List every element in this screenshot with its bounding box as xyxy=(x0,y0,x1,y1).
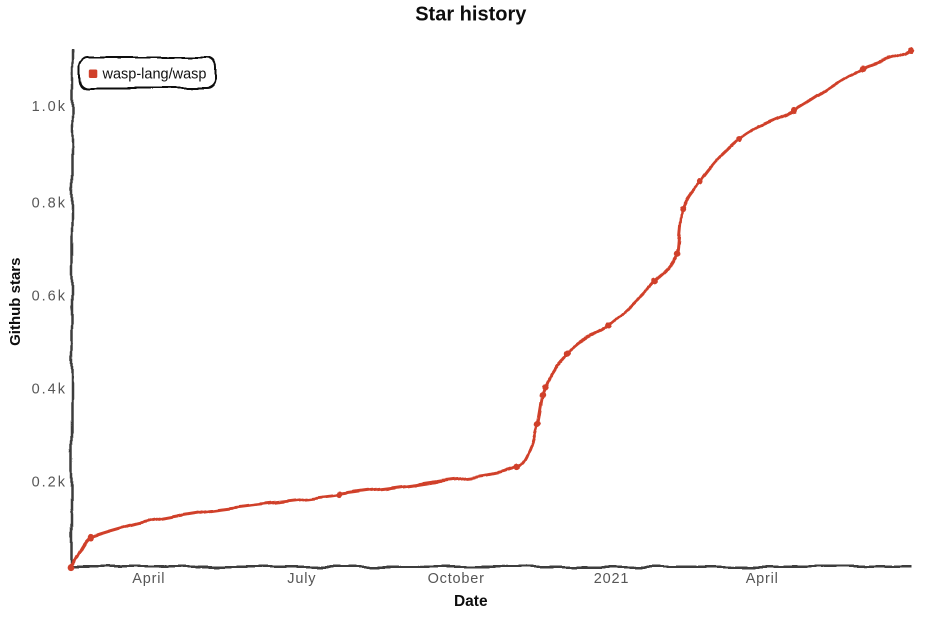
svg-text:April: April xyxy=(746,571,779,587)
svg-text:October: October xyxy=(428,571,485,587)
svg-text:0.2k: 0.2k xyxy=(32,475,67,491)
svg-text:0.6k: 0.6k xyxy=(32,289,67,305)
svg-text:July: July xyxy=(287,571,316,587)
svg-text:1.0k: 1.0k xyxy=(32,99,67,115)
svg-text:Star history: Star history xyxy=(415,4,527,26)
svg-text:April: April xyxy=(132,571,165,587)
svg-text:wasp-lang/wasp: wasp-lang/wasp xyxy=(102,67,207,83)
svg-text:Github stars: Github stars xyxy=(7,258,24,346)
svg-text:0.4k: 0.4k xyxy=(32,382,67,398)
svg-text:Date: Date xyxy=(454,593,488,610)
svg-text:0.8k: 0.8k xyxy=(32,196,67,212)
svg-text:2021: 2021 xyxy=(594,571,629,587)
